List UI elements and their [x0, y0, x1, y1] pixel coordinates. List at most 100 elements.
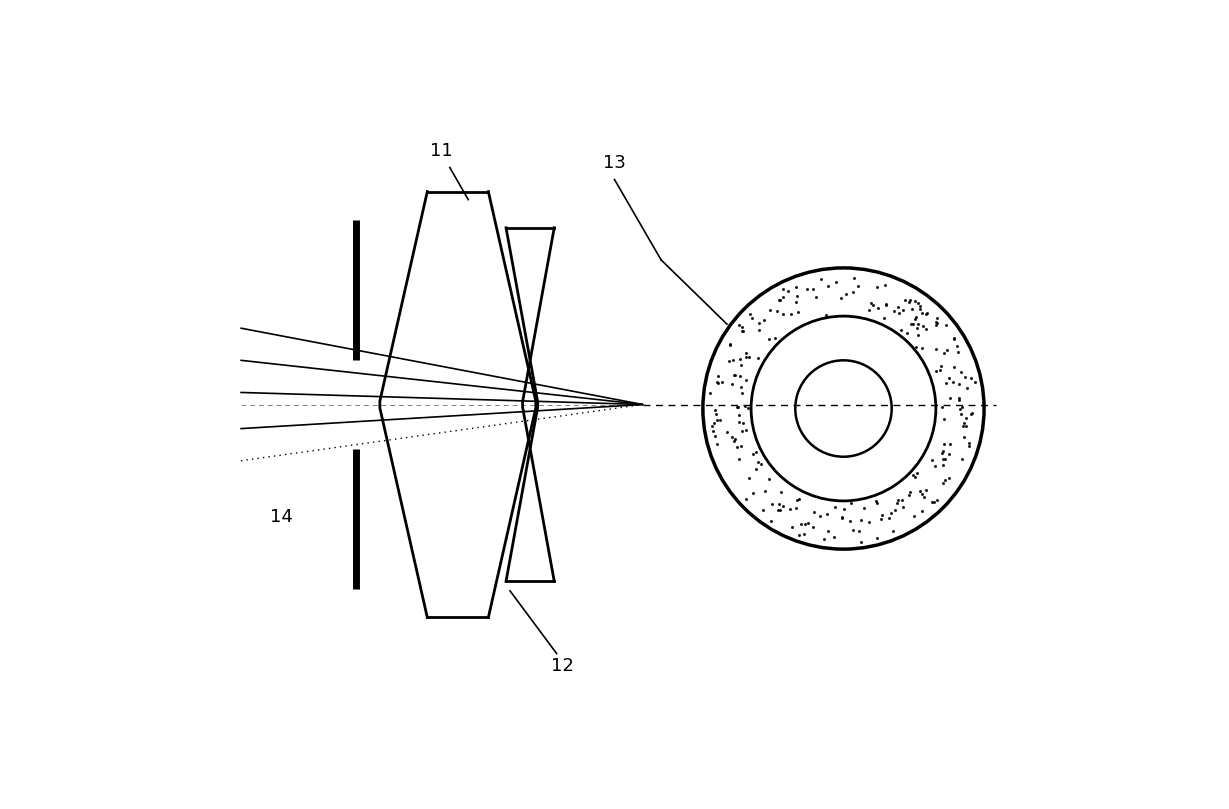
Point	[843, 523, 863, 536]
Point	[798, 516, 817, 529]
Point	[783, 521, 803, 534]
Point	[734, 324, 753, 337]
Point	[730, 409, 750, 421]
Point	[927, 311, 946, 324]
Point	[932, 447, 951, 460]
Point	[933, 459, 952, 472]
Point	[912, 341, 932, 354]
Point	[731, 381, 751, 394]
Point	[887, 494, 907, 507]
Point	[908, 296, 928, 309]
Point	[911, 485, 930, 498]
Point	[708, 376, 728, 389]
Point	[767, 305, 787, 318]
Point	[907, 467, 927, 480]
Point	[732, 387, 752, 400]
Point	[731, 320, 751, 333]
Point	[780, 502, 800, 515]
Point	[789, 528, 809, 541]
Point	[917, 307, 936, 320]
Point	[906, 470, 925, 483]
Point	[746, 462, 766, 475]
Point	[773, 282, 793, 295]
Point	[740, 472, 760, 485]
Point	[744, 486, 763, 499]
Point	[912, 488, 932, 501]
Point	[760, 304, 779, 317]
Point	[736, 350, 756, 363]
Point	[868, 497, 887, 510]
Point	[900, 294, 919, 307]
Point	[798, 282, 817, 295]
Point	[753, 503, 773, 516]
Point	[906, 341, 925, 354]
Point	[939, 447, 959, 460]
Point	[868, 280, 887, 293]
Point	[804, 506, 823, 519]
Point	[900, 489, 919, 502]
Point	[934, 438, 954, 451]
Point	[854, 502, 874, 515]
Point	[930, 363, 950, 376]
Point	[719, 355, 739, 368]
Point	[903, 469, 923, 482]
Point	[908, 318, 928, 331]
Point	[720, 339, 740, 352]
Point	[804, 520, 823, 533]
Point	[884, 524, 903, 537]
Point	[875, 278, 895, 291]
Point	[771, 504, 790, 517]
Text: 12: 12	[551, 657, 574, 675]
Point	[960, 439, 980, 452]
Point	[900, 485, 919, 498]
Point	[748, 352, 768, 365]
Point	[907, 322, 927, 335]
Point	[833, 502, 853, 515]
Point	[949, 346, 968, 359]
Point	[908, 328, 928, 341]
Point	[771, 294, 790, 307]
Point	[901, 317, 921, 330]
Point	[965, 375, 984, 388]
Text: 14: 14	[269, 508, 293, 526]
Point	[927, 316, 946, 329]
Point	[940, 438, 960, 451]
Point	[955, 371, 975, 383]
Point	[769, 498, 789, 510]
Point	[951, 365, 971, 378]
Point	[817, 279, 837, 292]
Point	[723, 430, 742, 443]
Point	[728, 400, 747, 413]
Point	[712, 375, 731, 388]
Point	[940, 392, 960, 404]
Point	[874, 311, 893, 324]
Point	[951, 408, 971, 421]
Point	[736, 347, 756, 360]
Point	[773, 290, 793, 303]
Point	[789, 493, 809, 506]
Point	[859, 516, 879, 529]
Point	[864, 299, 884, 311]
Point	[760, 472, 779, 485]
Point	[934, 346, 954, 359]
Point	[950, 392, 970, 404]
Point	[762, 515, 782, 527]
Point	[893, 500, 913, 513]
Point	[939, 371, 959, 384]
Point	[868, 301, 887, 314]
Point	[939, 472, 959, 485]
Point	[859, 304, 879, 317]
Point	[730, 370, 750, 383]
Point	[785, 502, 805, 515]
Point	[726, 440, 746, 453]
Point	[769, 294, 789, 307]
Point	[902, 303, 922, 316]
Point	[956, 382, 976, 395]
Point	[724, 368, 744, 381]
Point	[825, 531, 844, 544]
Point	[773, 307, 793, 320]
Point	[740, 307, 760, 320]
Point	[788, 305, 807, 318]
Point	[914, 490, 934, 503]
Point	[787, 494, 806, 507]
